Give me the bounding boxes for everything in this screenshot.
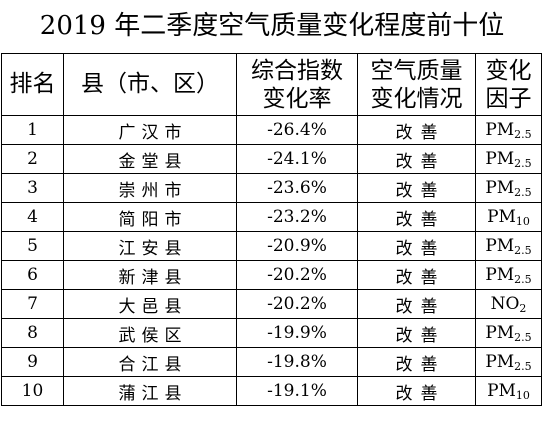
rank-cell: 1 (1, 115, 64, 145)
county-cell: 简阳市 (63, 202, 237, 232)
county-cell: 新津县 (63, 260, 237, 290)
county-cell: 崇州市 (63, 173, 237, 203)
rank-cell: 4 (1, 202, 64, 232)
county-cell: 合江县 (63, 347, 237, 377)
factor-subscript: 2.5 (514, 156, 532, 170)
table-row: 5 江安县 -20.9% 改善 PM2.5 (1, 231, 542, 261)
rank-cell: 3 (1, 173, 64, 203)
trend-cell: 改善 (357, 173, 476, 203)
factor-cell: PM10 (475, 202, 542, 232)
table-row: 9 合江县 -19.8% 改善 PM2.5 (1, 347, 542, 377)
rank-cell: 5 (1, 231, 64, 261)
factor-cell: PM2.5 (475, 231, 542, 261)
county-cell: 广汉市 (63, 115, 237, 145)
trend-cell: 改善 (357, 202, 476, 232)
rate-cell: -20.2% (236, 289, 358, 319)
quality-change-header: 空气质量 变化情况 (357, 53, 476, 116)
factor-subscript: 10 (515, 388, 530, 402)
table-title: 2019 年二季度空气质量变化程度前十位 (39, 11, 505, 41)
rank-cell: 2 (1, 144, 64, 174)
factor-name: PM (485, 119, 515, 140)
trend-cell: 改善 (357, 318, 476, 348)
rate-cell: -19.9% (236, 318, 358, 348)
factor-header: 变化 因子 (475, 53, 542, 116)
rate-cell: -26.4% (236, 115, 358, 145)
quality-change-header-line-1: 空气质量 (370, 57, 463, 84)
trend-cell: 改善 (357, 231, 476, 261)
factor-subscript: 10 (515, 214, 530, 228)
rate-cell: -19.8% (236, 347, 358, 377)
factor-cell: PM2.5 (475, 144, 542, 174)
factor-name: PM (485, 177, 515, 198)
factor-subscript: 2.5 (514, 272, 532, 286)
rank-cell: 9 (1, 347, 64, 377)
county-cell: 金堂县 (63, 144, 237, 174)
rank-header: 排名 (1, 53, 64, 116)
factor-subscript: 2.5 (514, 359, 532, 373)
trend-cell: 改善 (357, 260, 476, 290)
county-cell: 大邑县 (63, 289, 237, 319)
table-row: 2 金堂县 -24.1% 改善 PM2.5 (1, 144, 542, 174)
factor-cell: PM2.5 (475, 347, 542, 377)
factor-name: PM (485, 264, 515, 285)
factor-cell: PM10 (475, 376, 542, 406)
factor-subscript: 2.5 (514, 243, 532, 257)
index-change-header: 综合指数 变化率 (236, 53, 358, 116)
rate-cell: -19.1% (236, 376, 358, 406)
factor-header-line-2: 因子 (485, 85, 532, 112)
trend-cell: 改善 (357, 289, 476, 319)
ranking-table: 排名 县（市、区） 综合指数 变化率 空气质量 变化情况 变化 因子 1 广汉市… (1, 53, 542, 406)
rate-cell: -23.6% (236, 173, 358, 203)
header-row: 排名 县（市、区） 综合指数 变化率 空气质量 变化情况 变化 因子 (1, 53, 542, 116)
table-row: 6 新津县 -20.2% 改善 PM2.5 (1, 260, 542, 290)
table-row: 7 大邑县 -20.2% 改善 NO2 (1, 289, 542, 319)
trend-cell: 改善 (357, 347, 476, 377)
county-cell: 江安县 (63, 231, 237, 261)
factor-subscript: 2 (519, 301, 527, 315)
rank-cell: 7 (1, 289, 64, 319)
factor-name: PM (485, 148, 515, 169)
quality-change-header-line-2: 变化情况 (370, 85, 463, 112)
trend-cell: 改善 (357, 115, 476, 145)
county-header: 县（市、区） (63, 53, 237, 116)
factor-name: PM (487, 206, 516, 227)
table-row: 1 广汉市 -26.4% 改善 PM2.5 (1, 115, 542, 145)
factor-name: NO (490, 293, 520, 314)
rank-cell: 8 (1, 318, 64, 348)
factor-name: PM (487, 380, 516, 401)
rank-cell: 10 (1, 376, 64, 406)
factor-name: PM (485, 322, 515, 343)
factor-cell: PM2.5 (475, 260, 542, 290)
factor-name: PM (485, 235, 515, 256)
factor-cell: PM2.5 (475, 318, 542, 348)
factor-cell: NO2 (475, 289, 542, 319)
factor-subscript: 2.5 (514, 127, 532, 141)
table-row: 3 崇州市 -23.6% 改善 PM2.5 (1, 173, 542, 203)
factor-header-line-1: 变化 (485, 57, 532, 84)
table-row: 8 武侯区 -19.9% 改善 PM2.5 (1, 318, 542, 348)
index-change-header-line-1: 综合指数 (251, 57, 343, 84)
table-row: 10 蒲江县 -19.1% 改善 PM10 (1, 376, 542, 406)
rank-cell: 6 (1, 260, 64, 290)
county-cell: 武侯区 (63, 318, 237, 348)
rate-cell: -20.2% (236, 260, 358, 290)
factor-subscript: 2.5 (514, 185, 532, 199)
table-row: 4 简阳市 -23.2% 改善 PM10 (1, 202, 542, 232)
factor-cell: PM2.5 (475, 115, 542, 145)
trend-cell: 改善 (357, 376, 476, 406)
rate-cell: -24.1% (236, 144, 358, 174)
factor-name: PM (485, 351, 515, 372)
trend-cell: 改善 (357, 144, 476, 174)
rate-cell: -23.2% (236, 202, 358, 232)
index-change-header-line-2: 变化率 (262, 85, 332, 112)
factor-subscript: 2.5 (514, 330, 532, 344)
rate-cell: -20.9% (236, 231, 358, 261)
county-cell: 蒲江县 (63, 376, 237, 406)
factor-cell: PM2.5 (475, 173, 542, 203)
